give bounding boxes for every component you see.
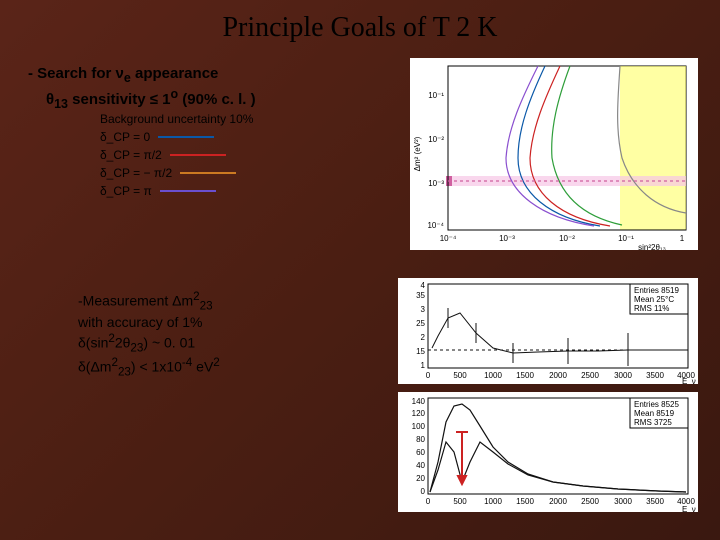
svg-text:RMS 11%: RMS 11% — [634, 304, 669, 313]
svg-text:100: 100 — [412, 422, 426, 431]
legend-label: δ_CP = − π/2 — [100, 166, 172, 180]
chart-spectrum: Entries 8525 Mean 8519 RMS 3725 0 20 40 … — [398, 392, 698, 512]
chart-sensitivity: 10⁻⁴ 10⁻³ 10⁻² 10⁻¹ 1 10⁻⁴ 10⁻³ 10⁻² 10⁻… — [410, 58, 698, 250]
svg-text:80: 80 — [416, 435, 425, 444]
txt: 2θ — [115, 334, 131, 350]
legend: Background uncertainty 10% δ_CP = 0 δ_CP… — [100, 112, 253, 200]
svg-text:15: 15 — [416, 347, 425, 356]
svg-text:Mean 25°C: Mean 25°C — [634, 295, 674, 304]
svg-text:sin²2θ₁₃: sin²2θ₁₃ — [638, 243, 666, 250]
svg-text:35: 35 — [416, 291, 425, 300]
sup: -4 — [182, 356, 192, 369]
svg-text:500: 500 — [453, 497, 467, 506]
legend-header: Background uncertainty 10% — [100, 112, 253, 126]
theta: θ — [46, 91, 54, 108]
txt: (90% c. l. ) — [178, 91, 256, 108]
svg-text:140: 140 — [412, 397, 426, 406]
svg-text:1000: 1000 — [484, 497, 502, 506]
legend-label: δ_CP = 0 — [100, 130, 150, 144]
txt: δ(sin — [78, 334, 108, 350]
legend-swatch — [158, 136, 214, 138]
svg-text:2: 2 — [421, 333, 426, 342]
svg-text:1500: 1500 — [516, 371, 534, 380]
svg-text:10⁻³: 10⁻³ — [499, 234, 515, 243]
svg-text:10⁻¹: 10⁻¹ — [428, 91, 444, 100]
svg-text:3000: 3000 — [614, 497, 632, 506]
nu: ν — [116, 65, 124, 82]
svg-text:25: 25 — [416, 319, 425, 328]
svg-text:120: 120 — [412, 409, 426, 418]
txt: eV — [192, 358, 213, 374]
svg-text:40: 40 — [416, 461, 425, 470]
svg-text:0: 0 — [421, 487, 426, 496]
svg-text:3500: 3500 — [646, 371, 664, 380]
svg-text:1: 1 — [680, 234, 685, 243]
legend-row: δ_CP = 0 — [100, 128, 253, 146]
sup: 2 — [213, 356, 219, 369]
section-nue-appearance: - Search for νe appearance θ13 sensitivi… — [28, 64, 256, 113]
legend-row: δ_CP = π/2 — [100, 146, 253, 164]
svg-text:RMS 3725: RMS 3725 — [634, 418, 672, 427]
sub: e — [124, 71, 131, 85]
txt: ) ~ 0. 01 — [143, 334, 195, 350]
svg-text:3500: 3500 — [646, 497, 664, 506]
legend-row: δ_CP = π — [100, 182, 253, 200]
svg-text:3000: 3000 — [614, 371, 632, 380]
page-title: Principle Goals of T 2 K — [0, 0, 720, 44]
svg-text:500: 500 — [453, 371, 467, 380]
legend-swatch — [180, 172, 236, 174]
txt: δ(Δm — [78, 358, 111, 374]
l1: -Measurement Δm223 — [78, 290, 220, 314]
svg-text:4: 4 — [421, 281, 426, 290]
svg-text:2500: 2500 — [581, 371, 599, 380]
svg-text:60: 60 — [416, 448, 425, 457]
svg-text:2500: 2500 — [581, 497, 599, 506]
legend-label: δ_CP = π — [100, 184, 152, 198]
sub: 23 — [118, 365, 131, 378]
svg-text:10⁻³: 10⁻³ — [428, 179, 444, 188]
svg-text:20: 20 — [416, 474, 425, 483]
legend-swatch — [170, 154, 226, 156]
l2: with accuracy of 1% — [78, 314, 220, 332]
legend-swatch — [160, 190, 216, 192]
svg-text:3: 3 — [421, 305, 426, 314]
svg-text:Mean 8519: Mean 8519 — [634, 409, 675, 418]
svg-text:2000: 2000 — [549, 371, 567, 380]
l3: δ(sin22θ23) ~ 0. 01 — [78, 332, 220, 356]
svg-text:0: 0 — [426, 497, 431, 506]
svg-text:10⁻²: 10⁻² — [559, 234, 575, 243]
sub: 13 — [54, 97, 68, 111]
svg-text:1: 1 — [421, 361, 426, 370]
chart-ratio: Entries 8519 Mean 25°C RMS 11% 1 15 2 25… — [398, 278, 698, 384]
legend-row: δ_CP = − π/2 — [100, 164, 253, 182]
svg-text:Δm² (eV²): Δm² (eV²) — [413, 136, 422, 171]
txt: - Search for — [28, 65, 116, 82]
sub: 23 — [200, 299, 213, 312]
svg-text:10⁻⁴: 10⁻⁴ — [427, 221, 444, 230]
txt: appearance — [131, 65, 219, 82]
sub: 23 — [130, 341, 143, 354]
section-dm23: -Measurement Δm223 with accuracy of 1% δ… — [78, 290, 220, 380]
svg-text:E_ν: E_ν — [682, 505, 696, 512]
svg-text:10⁻²: 10⁻² — [428, 135, 444, 144]
bullet-theta13: θ13 sensitivity ≤ 1o (90% c. l. ) — [46, 86, 256, 112]
txt: sensitivity ≤ 1 — [68, 91, 170, 108]
svg-text:0: 0 — [426, 371, 431, 380]
legend-label: δ_CP = π/2 — [100, 148, 162, 162]
sup: o — [170, 87, 178, 101]
txt: ) < 1x10 — [131, 358, 182, 374]
svg-text:10⁻⁴: 10⁻⁴ — [440, 234, 457, 243]
svg-text:E_ν: E_ν — [682, 377, 696, 384]
svg-text:Entries 8519: Entries 8519 — [634, 286, 679, 295]
bullet-search: - Search for νe appearance — [28, 64, 256, 86]
svg-text:10⁻¹: 10⁻¹ — [618, 234, 634, 243]
svg-text:Entries 8525: Entries 8525 — [634, 400, 679, 409]
txt: -Measurement Δm — [78, 293, 193, 309]
svg-text:1500: 1500 — [516, 497, 534, 506]
svg-text:1000: 1000 — [484, 371, 502, 380]
l4: δ(Δm223) < 1x10-4 eV2 — [78, 356, 220, 380]
svg-text:2000: 2000 — [549, 497, 567, 506]
